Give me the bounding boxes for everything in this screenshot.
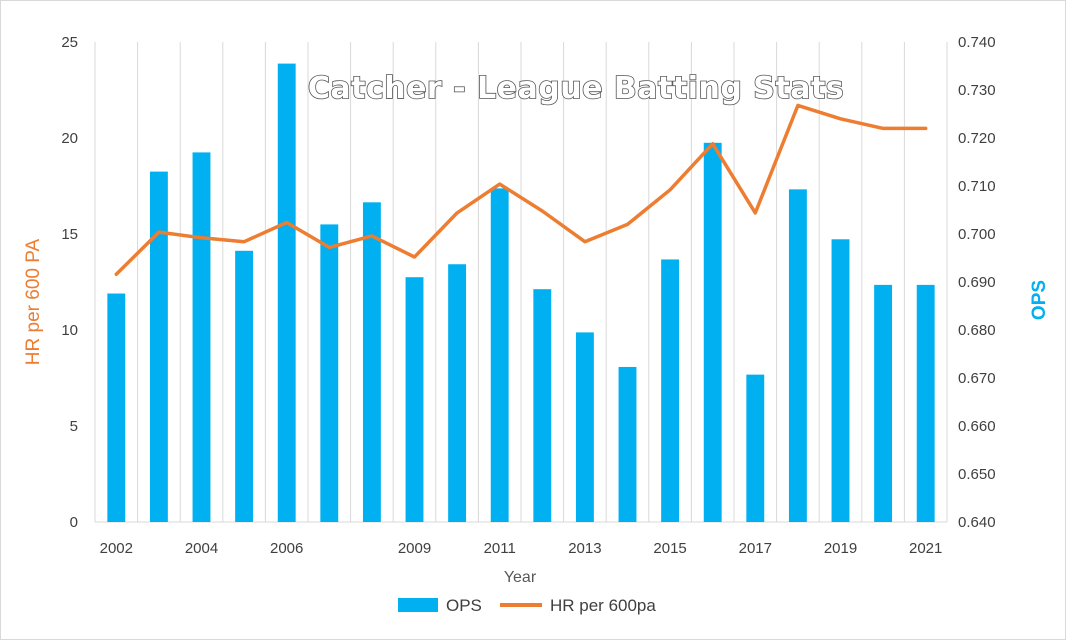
- ops-bar: [448, 264, 467, 522]
- right-tick-label: 0.650: [958, 466, 996, 483]
- left-axis-title: HR per 600 PA: [23, 238, 44, 365]
- ops-bar: [362, 202, 381, 522]
- right-tick-label: 0.660: [958, 418, 996, 435]
- x-tick-label: 2013: [568, 540, 601, 557]
- right-tick-label: 0.690: [958, 274, 996, 291]
- left-tick-label: 25: [61, 34, 78, 51]
- x-tick-label: 2006: [270, 540, 303, 557]
- x-tick-label: 2011: [484, 540, 516, 557]
- ops-bar: [874, 284, 893, 522]
- ops-bar: [192, 152, 211, 522]
- ops-bars: [107, 63, 935, 523]
- ops-bar: [320, 224, 339, 522]
- ops-bar: [107, 293, 126, 522]
- legend-ops-label: OPS: [446, 596, 482, 615]
- x-tick-label: 2021: [909, 540, 942, 557]
- left-tick-label: 15: [61, 226, 78, 243]
- ops-bar: [149, 171, 168, 522]
- legend-ops-swatch: [398, 598, 438, 612]
- hr-series-line: [114, 103, 928, 277]
- ops-bar: [746, 374, 765, 522]
- left-tick-label: 5: [70, 418, 78, 435]
- legend: OPS HR per 600pa: [398, 596, 656, 615]
- ops-bar: [831, 239, 850, 522]
- x-tick-label: 2015: [653, 540, 686, 557]
- x-axis-ticks: 2002 2004 2006 2009 2011 2013 2015 2017 2019 2021: [100, 540, 943, 557]
- legend-hr-label: HR per 600pa: [550, 596, 656, 615]
- x-tick-label: 2019: [824, 540, 857, 557]
- right-tick-label: 0.670: [958, 370, 996, 387]
- ops-bar: [703, 142, 722, 523]
- right-axis-ticks: 0.640 0.650 0.660 0.670 0.680 0.690 0.700 0.710…: [958, 34, 996, 531]
- ops-bar: [575, 332, 594, 522]
- left-axis-ticks: 0 5 10 15 20 25: [61, 34, 78, 531]
- right-tick-label: 0.700: [958, 226, 996, 243]
- chart-title: Catcher - League Batting Stats: [308, 71, 844, 106]
- right-tick-label: 0.710: [958, 178, 996, 195]
- left-tick-label: 10: [61, 322, 78, 339]
- ops-bar: [490, 188, 509, 522]
- ops-bar: [661, 259, 680, 522]
- x-tick-label: 2017: [739, 540, 772, 557]
- hr-line: [114, 103, 928, 277]
- left-tick-label: 0: [70, 514, 78, 531]
- ops-bar: [618, 366, 637, 522]
- grid-lines: [94, 42, 948, 523]
- right-tick-label: 0.640: [958, 514, 996, 531]
- right-tick-label: 0.720: [958, 130, 996, 147]
- x-axis-title: Year: [504, 569, 537, 586]
- right-axis-title: OPS: [1029, 280, 1050, 320]
- x-tick-label: 2002: [100, 540, 133, 557]
- ops-bar: [277, 63, 296, 522]
- x-tick-label: 2009: [398, 540, 431, 557]
- right-tick-label: 0.740: [958, 34, 996, 51]
- left-tick-label: 20: [61, 130, 78, 147]
- x-tick-label: 2004: [185, 540, 218, 557]
- ops-bar: [916, 284, 935, 522]
- ops-bar: [405, 277, 424, 522]
- right-tick-label: 0.680: [958, 322, 996, 339]
- ops-bar: [788, 189, 807, 523]
- ops-bar: [235, 250, 254, 523]
- ops-bar: [533, 289, 552, 522]
- right-tick-label: 0.730: [958, 82, 996, 99]
